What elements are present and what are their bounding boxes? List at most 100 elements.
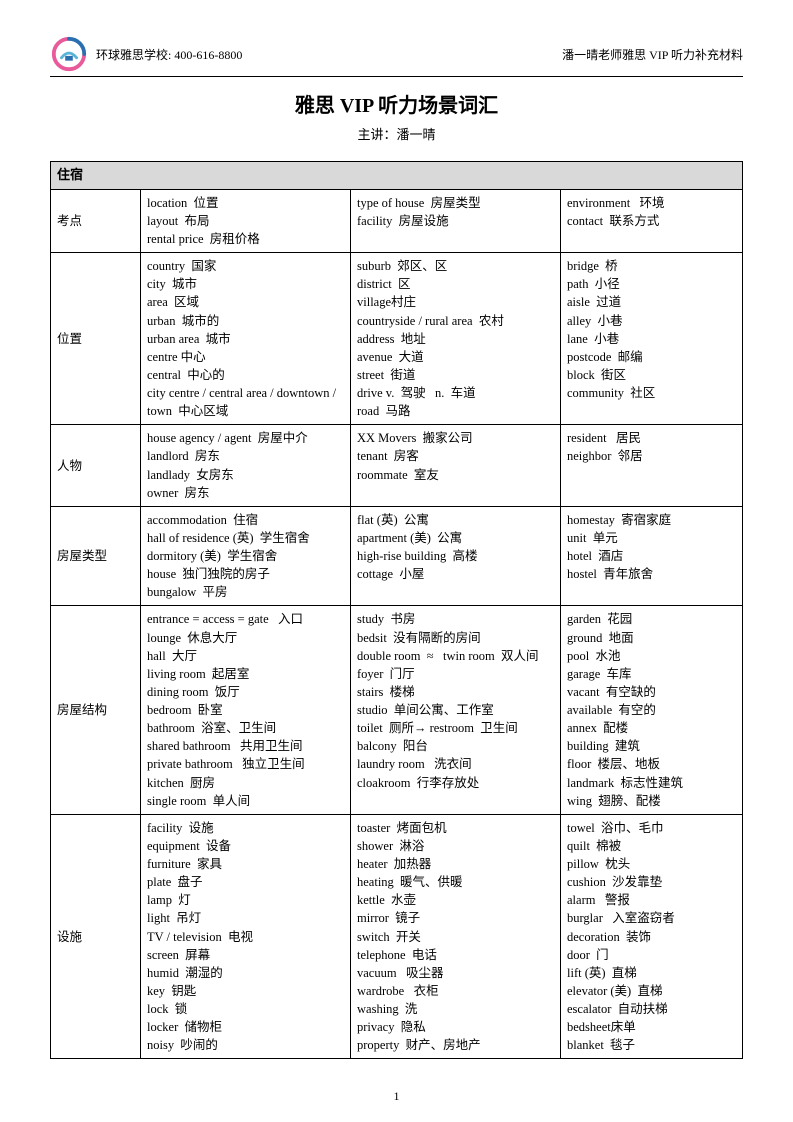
vocab-line: screen 屏幕 [147,946,344,964]
vocab-line: house agency / agent 房屋中介 [147,429,344,447]
header-left-text: 环球雅思学校: 400-616-8800 [96,46,242,63]
vocab-line: high-rise building 高楼 [357,547,554,565]
vocab-line: vacant 有空缺的 [567,683,736,701]
vocab-line: switch 开关 [357,928,554,946]
vocab-line: garage 车库 [567,665,736,683]
vocab-line: privacy 隐私 [357,1018,554,1036]
vocab-cell: bridge 桥path 小径aisle 过道alley 小巷lane 小巷po… [561,253,743,425]
vocab-line: pool 水池 [567,647,736,665]
vocab-line: area 区域 [147,293,344,311]
vocab-line: ground 地面 [567,629,736,647]
vocab-line: laundry room 洗衣间 [357,755,554,773]
vocab-line: hostel 青年旅舍 [567,565,736,583]
vocab-line: address 地址 [357,330,554,348]
vocab-line: lift (英) 直梯 [567,964,736,982]
vocab-line: roommate 室友 [357,466,554,484]
vocab-line: TV / television 电视 [147,928,344,946]
vocab-line: toaster 烤面包机 [357,819,554,837]
row-label: 房屋类型 [51,506,141,606]
vocab-line: kitchen 厨房 [147,774,344,792]
vocab-line: floor 楼层、地板 [567,755,736,773]
vocab-line: single room 单人间 [147,792,344,810]
vocab-cell: location 位置layout 布局rental price 房租价格 [141,189,351,252]
vocab-line: XX Movers 搬家公司 [357,429,554,447]
vocab-line: central 中心的 [147,366,344,384]
vocab-line: towel 浴巾、毛巾 [567,819,736,837]
logo-icon [50,35,88,73]
vocab-cell: house agency / agent 房屋中介landlord 房东land… [141,425,351,507]
vocab-line: dining room 饭厅 [147,683,344,701]
vocab-line: apartment (美) 公寓 [357,529,554,547]
vocab-line: balcony 阳台 [357,737,554,755]
vocab-line: available 有空的 [567,701,736,719]
vocab-line: drive v. 驾驶 n. 车道 [357,384,554,402]
page-header: 环球雅思学校: 400-616-8800 潘一晴老师雅思 VIP 听力补充材料 [50,35,743,77]
vocab-cell: XX Movers 搬家公司tenant 房客roommate 室友 [351,425,561,507]
vocab-line: wardrobe 衣柜 [357,982,554,1000]
row-label: 设施 [51,814,141,1059]
row-label: 人物 [51,425,141,507]
vocab-line: path 小径 [567,275,736,293]
vocab-line: hotel 酒店 [567,547,736,565]
page-subtitle: 主讲：潘一晴 [50,124,743,143]
vocab-line: contact 联系方式 [567,212,736,230]
vocab-cell: garden 花园ground 地面pool 水池garage 车库vacant… [561,606,743,814]
vocab-line: avenue 大道 [357,348,554,366]
table-row: 设施facility 设施equipment 设备furniture 家具pla… [51,814,743,1059]
vocab-line: lamp 灯 [147,891,344,909]
vocab-line: cloakroom 行李存放处 [357,774,554,792]
vocab-line: garden 花园 [567,610,736,628]
vocab-line: shared bathroom 共用卫生间 [147,737,344,755]
vocab-line: cottage 小屋 [357,565,554,583]
vocab-line: double room ≈ twin room 双人间 [357,647,554,665]
vocab-line: key 钥匙 [147,982,344,1000]
vocab-line: bedsit 没有隔断的房间 [357,629,554,647]
vocab-cell: facility 设施equipment 设备furniture 家具plate… [141,814,351,1059]
vocab-line: flat (英) 公寓 [357,511,554,529]
vocab-cell: suburb 郊区、区district 区village村庄countrysid… [351,253,561,425]
vocab-line: vacuum 吸尘器 [357,964,554,982]
vocab-line: locker 储物柜 [147,1018,344,1036]
vocab-line: centre 中心 [147,348,344,366]
vocab-cell: entrance = access = gate 入口lounge 休息大厅ha… [141,606,351,814]
vocab-line: pillow 枕头 [567,855,736,873]
vocab-cell: type of house 房屋类型facility 房屋设施 [351,189,561,252]
vocab-line: environment 环境 [567,194,736,212]
vocab-line: elevator (美) 直梯 [567,982,736,1000]
vocab-line: landlady 女房东 [147,466,344,484]
vocab-line: block 街区 [567,366,736,384]
vocab-line: heating 暖气、供暖 [357,873,554,891]
vocab-line: location 位置 [147,194,344,212]
row-label: 位置 [51,253,141,425]
vocab-line: dormitory (美) 学生宿舍 [147,547,344,565]
vocab-cell: study 书房bedsit 没有隔断的房间double room ≈ twin… [351,606,561,814]
vocab-cell: towel 浴巾、毛巾quilt 棉被pillow 枕头cushion 沙发靠垫… [561,814,743,1059]
vocab-line: property 财产、房地产 [357,1036,554,1054]
vocab-line: living room 起居室 [147,665,344,683]
vocab-line: blanket 毯子 [567,1036,736,1054]
vocab-line: aisle 过道 [567,293,736,311]
vocab-line: building 建筑 [567,737,736,755]
vocab-line: suburb 郊区、区 [357,257,554,275]
vocab-line: tenant 房客 [357,447,554,465]
vocab-line: annex 配楼 [567,719,736,737]
vocab-line: city 城市 [147,275,344,293]
vocab-line: study 书房 [357,610,554,628]
vocab-cell: flat (英) 公寓apartment (美) 公寓high-rise bui… [351,506,561,606]
header-right-text: 潘一晴老师雅思 VIP 听力补充材料 [562,46,743,63]
vocab-line: toilet 厕所→ restroom 卫生间 [357,719,554,737]
vocab-line: decoration 装饰 [567,928,736,946]
vocab-line: telephone 电话 [357,946,554,964]
vocab-line: shower 淋浴 [357,837,554,855]
vocab-line: cushion 沙发靠垫 [567,873,736,891]
vocab-line: bungalow 平房 [147,583,344,601]
vocab-line: country 国家 [147,257,344,275]
vocab-line: hall of residence (英) 学生宿舍 [147,529,344,547]
row-label: 考点 [51,189,141,252]
table-row: 位置country 国家city 城市area 区域urban 城市的urban… [51,253,743,425]
vocab-line: lock 锁 [147,1000,344,1018]
vocab-line: landlord 房东 [147,447,344,465]
vocab-line: house 独门独院的房子 [147,565,344,583]
vocab-line: bridge 桥 [567,257,736,275]
vocab-line: humid 潮湿的 [147,964,344,982]
